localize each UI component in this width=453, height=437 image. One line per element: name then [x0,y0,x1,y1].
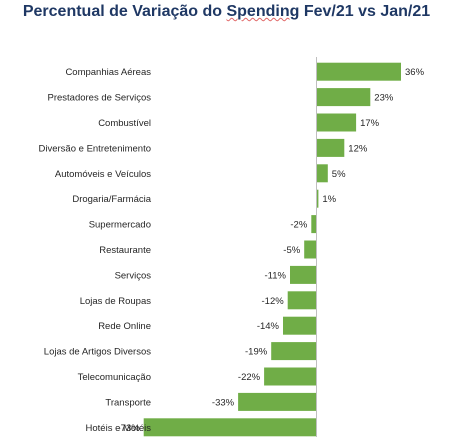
bar [316,113,357,132]
category-label: Serviços [115,270,152,281]
category-label: Supermercado [89,220,151,231]
category-label: Transporte [105,397,151,408]
bar [316,189,319,208]
value-label: -5% [283,245,300,256]
category-label: Drogaria/Farmácia [72,194,151,205]
category-label: Lojas de Artigos Diversos [44,347,151,358]
bar [316,62,401,81]
value-label: 1% [322,194,336,205]
category-label: Telecomunicação [78,372,151,383]
value-label: 12% [348,143,368,154]
bar [316,164,328,183]
value-label: 17% [360,118,380,129]
category-label: Hotéis e Motéis [86,423,152,434]
chart-title-part-2: Spending [226,3,300,20]
category-label: Restaurante [99,245,151,256]
bar [238,392,316,411]
bar [264,367,316,386]
value-label: -73% [118,423,141,434]
bar [316,88,371,107]
category-label: Rede Online [98,321,151,332]
bar [316,138,345,157]
category-label: Combustível [98,118,151,129]
value-label: 36% [405,67,425,78]
bar [271,342,316,361]
bar [304,240,316,259]
value-label: -22% [238,372,261,383]
value-label: -12% [262,296,285,307]
bar [143,418,316,437]
category-label: Companhias Aéreas [65,67,151,78]
bars-layer [143,62,401,437]
category-label: Diversão e Entretenimento [39,143,151,154]
value-label: 23% [374,93,394,104]
category-label: Prestadores de Serviços [48,93,152,104]
value-label: -14% [257,321,280,332]
chart-title-part-3: Fev/21 vs Jan/21 [299,3,431,20]
chart-title: Percentual de Variação do Spending Fev/2… [0,3,453,21]
bar [311,215,316,234]
value-label: 5% [332,169,346,180]
value-label: -2% [290,220,307,231]
bar [283,316,316,335]
bar [287,291,316,310]
value-label: -33% [212,397,235,408]
value-label: -19% [245,347,268,358]
chart-title-part-1: Percentual de Variação do [22,3,227,20]
labels-layer: Companhias Aéreas 36% Prestadores de Servi… [39,67,425,434]
bar [290,265,316,284]
category-label: Lojas de Roupas [80,296,152,307]
value-label: -11% [265,270,287,281]
category-label: Automóveis e Veículos [55,169,151,180]
